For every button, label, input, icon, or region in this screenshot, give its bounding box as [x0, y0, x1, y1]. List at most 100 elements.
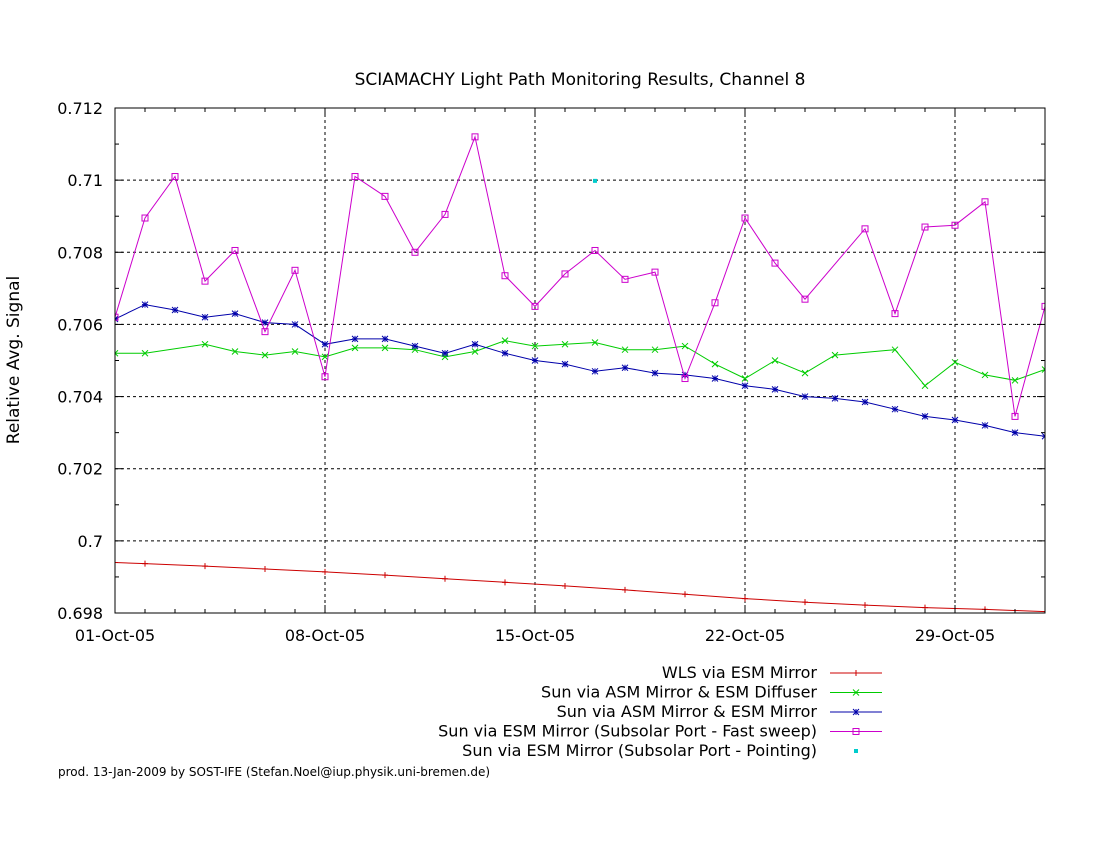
legend-label: WLS via ESM Mirror	[662, 663, 818, 682]
legend-item: Sun via ESM Mirror (Subsolar Port - Poin…	[462, 741, 858, 760]
data-point	[501, 349, 509, 357]
legend-label: Sun via ASM Mirror & ESM Diffuser	[541, 683, 817, 702]
y-tick-label: 0.712	[57, 99, 103, 118]
data-point	[561, 360, 569, 368]
data-point	[591, 339, 599, 346]
data-point	[861, 225, 869, 233]
data-point	[171, 306, 179, 314]
y-tick-label: 0.7	[78, 532, 103, 551]
data-point	[771, 386, 779, 393]
data-point	[711, 299, 719, 307]
data-point	[711, 360, 719, 368]
data-point	[115, 349, 119, 357]
data-point	[831, 351, 839, 359]
data-point	[682, 591, 688, 598]
data-point	[115, 559, 118, 566]
data-point	[621, 364, 629, 372]
data-point	[681, 342, 689, 350]
data-point	[921, 382, 929, 390]
legend-marker	[854, 749, 858, 753]
data-point	[171, 173, 179, 181]
y-tick-label: 0.704	[57, 388, 103, 407]
data-point	[981, 198, 989, 206]
data-point	[651, 346, 659, 354]
y-tick-label: 0.71	[67, 171, 103, 190]
data-point	[741, 214, 749, 222]
y-axis-label: Relative Avg. Signal	[4, 276, 24, 444]
data-point	[1072, 348, 1078, 354]
data-point	[351, 173, 359, 181]
data-point	[381, 335, 389, 343]
data-point	[621, 275, 629, 283]
data-point	[501, 337, 509, 345]
data-point	[231, 246, 239, 254]
data-point	[1041, 302, 1045, 310]
y-tick-label: 0.708	[57, 243, 103, 262]
data-point	[1072, 435, 1078, 441]
data-point	[321, 340, 329, 348]
axis-layer: 0.698 0.7 0.702 0.704 0.706 0.708 0.71 0.712 01-…	[57, 99, 1045, 645]
data-point	[561, 270, 569, 278]
data-point	[1042, 608, 1045, 613]
series-5	[593, 178, 597, 183]
data-point	[381, 344, 389, 352]
legend-label: Sun via ASM Mirror & ESM Mirror	[557, 702, 818, 721]
y-tick-label: 0.698	[57, 604, 103, 623]
data-point	[501, 272, 509, 280]
legend-item: WLS via ESM Mirror	[662, 663, 882, 682]
data-point	[591, 367, 599, 375]
data-point	[921, 413, 929, 420]
data-point	[801, 393, 809, 400]
data-point	[502, 579, 508, 586]
legend-item: Sun via ASM Mirror & ESM Diffuser	[541, 683, 882, 702]
data-point	[261, 351, 269, 359]
data-point	[1041, 366, 1045, 373]
data-point	[951, 221, 959, 229]
y-tick-label: 0.702	[57, 460, 103, 479]
data-point	[471, 340, 479, 348]
x-tick-label: 22-Oct-05	[705, 626, 785, 645]
x-tick-label: 15-Oct-05	[495, 626, 575, 645]
data-point	[951, 358, 959, 366]
data-point	[471, 348, 479, 355]
legend-item: Sun via ASM Mirror & ESM Mirror	[557, 702, 882, 721]
data-point	[801, 369, 809, 377]
data-point	[861, 398, 869, 406]
legend-label: Sun via ESM Mirror (Subsolar Port - Fast…	[438, 722, 817, 741]
data-point	[142, 560, 148, 567]
data-point	[141, 349, 149, 357]
footer-credit: prod. 13-Jan-2009 by SOST-IFE (Stefan.No…	[58, 765, 490, 779]
data-point	[321, 373, 329, 381]
data-point	[622, 586, 628, 593]
y-tick-label: 0.706	[57, 315, 103, 334]
data-point	[801, 295, 809, 303]
data-point	[141, 214, 149, 222]
data-point	[201, 340, 209, 348]
data-point	[531, 342, 539, 350]
series-3	[115, 301, 1078, 441]
data-point	[891, 405, 899, 413]
data-point	[651, 268, 659, 276]
data-point	[202, 563, 208, 570]
data-point	[741, 375, 749, 382]
data-point	[1011, 429, 1019, 436]
data-point	[951, 416, 959, 424]
data-point	[351, 344, 359, 352]
data-point	[442, 575, 448, 582]
data-point	[351, 335, 359, 343]
data-point	[441, 349, 449, 357]
data-point	[741, 382, 749, 390]
legend-label: Sun via ESM Mirror (Subsolar Port - Poin…	[462, 741, 817, 760]
series-line	[115, 562, 1045, 613]
data-point	[291, 266, 299, 274]
data-point	[681, 371, 689, 379]
data-point	[981, 422, 989, 429]
data-point	[681, 375, 689, 383]
data-point	[382, 572, 388, 579]
legend-marker	[852, 689, 860, 696]
data-point	[862, 602, 868, 609]
data-point	[201, 277, 209, 285]
data-point	[831, 395, 839, 402]
data-point	[1011, 376, 1019, 384]
